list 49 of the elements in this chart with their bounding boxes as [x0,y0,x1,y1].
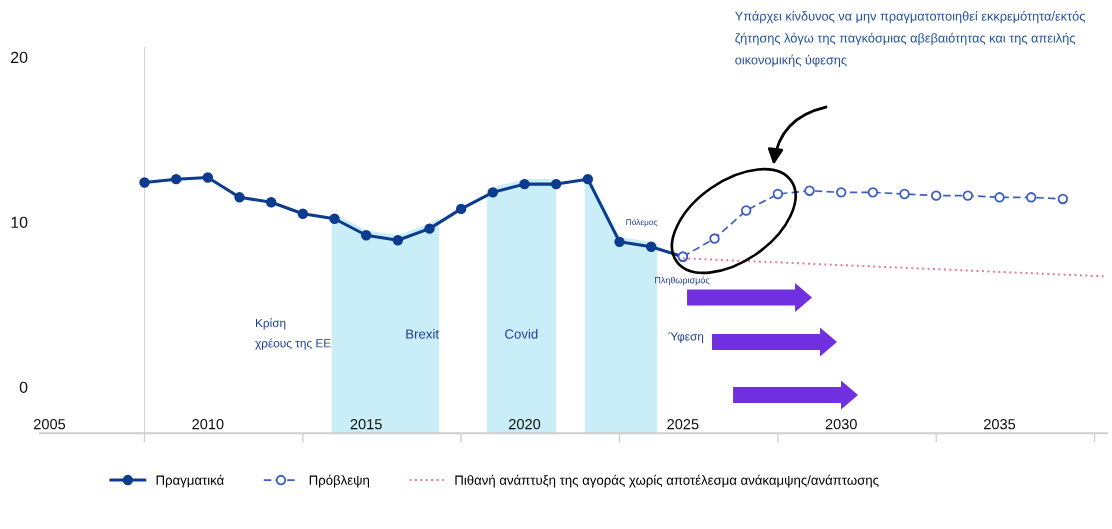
point [835,187,847,198]
x-tick-label: 2025 [667,419,699,430]
point [424,223,435,234]
point [645,241,657,253]
point [614,236,625,248]
band-label: Πόλεμος [626,218,658,227]
point [772,188,784,200]
point [867,187,879,198]
point [899,188,910,200]
y-tick-label: 10 [11,216,28,228]
annotation: Πληθωρισμός [655,276,710,286]
point [329,213,340,224]
point [170,173,182,185]
annotation: Ύφεση [668,332,704,343]
point [297,208,309,220]
point [740,205,752,216]
x-tick-label: 2015 [350,419,382,430]
x-tick-label: 2035 [984,419,1016,430]
point [519,178,530,190]
point [1057,193,1069,205]
point [487,187,499,198]
point [1025,192,1037,203]
legend-label: Πρόβλεψη [309,474,370,488]
x-tick-label: 2010 [192,419,224,430]
point [139,177,150,188]
point [962,190,974,201]
annotation: Κρίση χρέους της ΕΕ [255,318,331,350]
point [709,233,720,244]
point [265,197,277,208]
band-label: Covid [505,329,538,339]
annotation: Υπάρχει κίνδυνος να μην πραγματοποιηθεί εκκρεμότητα/εκτός ζήτησης λόγω της παγκόσμιας αβεβαιότητας και της απειλής οικονομικής ύφεσης [735,10,1086,68]
x-tick-label: 2030 [825,419,857,430]
point [202,172,214,183]
band-label: Brexit [406,329,439,339]
point [930,190,942,201]
point [360,230,372,241]
x-tick-label: 2020 [509,419,541,430]
point [582,173,594,185]
y-tick-label: 0 [19,381,28,393]
y-tick-label: 20 [11,51,28,64]
x-tick-label: 2005 [34,419,66,430]
point [234,192,245,203]
point [804,185,815,196]
point [392,234,404,246]
point [455,203,467,215]
legend-label: Πραγματικά [156,474,224,488]
point [994,192,1005,203]
point [550,178,562,190]
legend-label: Πιθανή ανάπτυξη της αγοράς χωρίς αποτέλεσμα ανάκαμψης/ανάπτωσης [455,474,879,488]
